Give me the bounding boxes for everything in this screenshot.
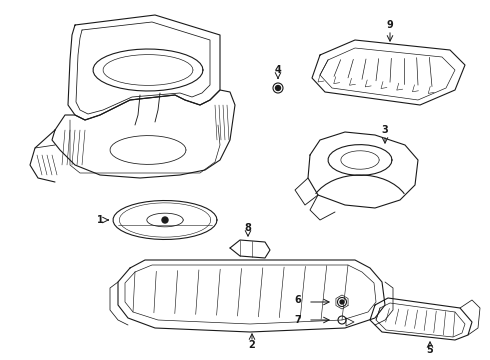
Circle shape bbox=[340, 300, 344, 304]
Circle shape bbox=[275, 86, 280, 90]
Text: 4: 4 bbox=[274, 65, 281, 75]
Text: 8: 8 bbox=[245, 223, 251, 233]
Text: 9: 9 bbox=[387, 20, 393, 30]
Text: 2: 2 bbox=[248, 340, 255, 350]
Text: 3: 3 bbox=[382, 125, 389, 135]
Text: 7: 7 bbox=[294, 315, 301, 325]
Text: 1: 1 bbox=[97, 215, 103, 225]
Circle shape bbox=[162, 217, 168, 223]
Text: 5: 5 bbox=[427, 345, 433, 355]
Text: 6: 6 bbox=[294, 295, 301, 305]
